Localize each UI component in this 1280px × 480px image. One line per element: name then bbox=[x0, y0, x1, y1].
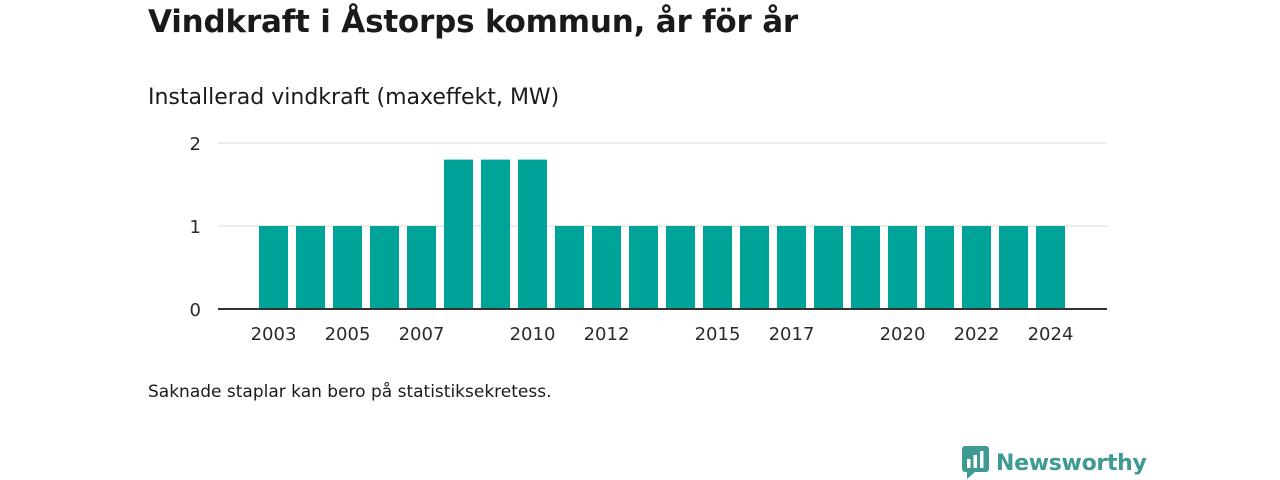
x-tick-label: 2005 bbox=[325, 324, 371, 345]
x-tick-label: 2007 bbox=[399, 324, 445, 345]
x-tick-label: 2022 bbox=[954, 324, 1000, 345]
x-tick-label: 2012 bbox=[584, 324, 630, 345]
x-tick-label: 2024 bbox=[1028, 324, 1074, 345]
x-tick-label: 2015 bbox=[695, 324, 741, 345]
bar bbox=[407, 226, 436, 309]
bar bbox=[962, 226, 991, 309]
bar bbox=[740, 226, 769, 309]
bar bbox=[814, 226, 843, 309]
chart-title: Installerad vindkraft (maxeffekt, MW) bbox=[148, 85, 560, 110]
bar bbox=[629, 226, 658, 309]
bar bbox=[555, 226, 584, 309]
brand-name: Newsworthy bbox=[996, 450, 1147, 476]
bar bbox=[1036, 226, 1065, 309]
y-tick-label: 0 bbox=[190, 300, 201, 321]
x-tick-label: 2010 bbox=[510, 324, 556, 345]
bar bbox=[518, 159, 547, 309]
y-tick-label: 1 bbox=[190, 217, 201, 238]
bar bbox=[444, 159, 473, 309]
newsworthy-logo-icon bbox=[962, 446, 989, 479]
x-tick-label: 2017 bbox=[769, 324, 815, 345]
bar bbox=[888, 226, 917, 309]
bar bbox=[851, 226, 880, 309]
bar bbox=[296, 226, 325, 309]
bar bbox=[999, 226, 1028, 309]
bar bbox=[592, 226, 621, 309]
bar bbox=[703, 226, 732, 309]
page-title: Vindkraft i Åstorps kommun, år för år bbox=[148, 4, 799, 40]
bar bbox=[481, 159, 510, 309]
brand-logo: Newsworthy bbox=[962, 446, 1147, 480]
x-tick-label: 2003 bbox=[251, 324, 297, 345]
y-tick-label: 2 bbox=[190, 134, 201, 155]
bar bbox=[925, 226, 954, 309]
bar bbox=[259, 226, 288, 309]
bar bbox=[370, 226, 399, 309]
bar bbox=[777, 226, 806, 309]
footnote: Saknade staplar kan bero på statistiksek… bbox=[148, 382, 552, 402]
bar bbox=[666, 226, 695, 309]
bar bbox=[333, 226, 362, 309]
x-tick-label: 2020 bbox=[880, 324, 926, 345]
